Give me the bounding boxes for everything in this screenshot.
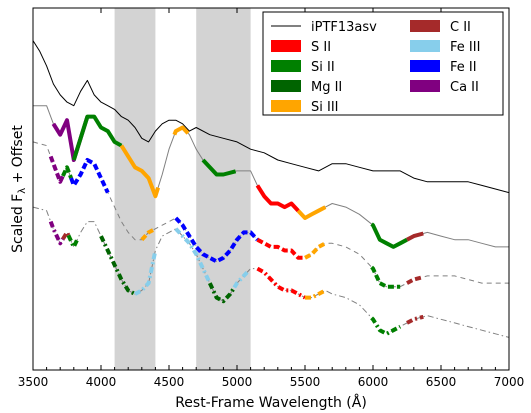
ion-segment-1-7 [370, 222, 408, 249]
model-spectrum-line-2 [32, 141, 509, 288]
ion-segment-1-8 [406, 231, 424, 242]
legend-swatch [271, 40, 301, 52]
legend-label: Fe II [450, 60, 477, 75]
ion-segment-2-7 [370, 265, 401, 289]
x-tick-label: 6000 [358, 375, 389, 389]
shaded-region-1 [114, 8, 156, 370]
ion-segment-3-1 [61, 230, 71, 241]
y-axis-title: Scaled Fλ + Offset [10, 125, 28, 253]
ion-segment-1-3 [172, 125, 190, 136]
ion-segment-3-10 [370, 316, 402, 336]
legend-label: S II [311, 40, 331, 55]
legend-swatch [410, 60, 440, 72]
ion-segment-1-2 [119, 144, 161, 199]
legend-label: Si III [311, 100, 339, 115]
ion-segment-2-8 [406, 275, 424, 285]
ion-segment-1-6 [296, 205, 327, 220]
x-tick-label: 4000 [86, 375, 117, 389]
ion-segment-3-5 [174, 227, 212, 284]
shaded-region-2 [196, 8, 251, 370]
ion-segment-2-2 [69, 158, 110, 194]
y-axis-title-sub: λ [17, 188, 28, 194]
y-axis-title-suffix: + Offset [10, 125, 26, 188]
x-tick-label: 4500 [154, 375, 185, 389]
ion-segment-3-2 [66, 234, 80, 249]
ion-segment-3-6 [207, 282, 236, 304]
legend-swatch [410, 40, 440, 52]
x-tick-label: 3500 [18, 375, 49, 389]
ion-segment-2-6 [304, 241, 327, 260]
legend-label: Fe III [450, 40, 480, 55]
x-tick-label: 5000 [222, 375, 253, 389]
ion-segment-1-5 [255, 184, 300, 213]
x-axis-ticks: 3500 4000 4500 5000 5500 6000 6500 7000 [18, 8, 525, 389]
shaded-regions [114, 8, 251, 370]
x-tick-label: 6500 [426, 375, 457, 389]
plot-frame [32, 7, 510, 371]
observed-spectrum-line [32, 40, 510, 194]
ion-segment-2-5 [256, 237, 305, 260]
legend-label: Ca II [450, 80, 479, 95]
ion-segment-3-4 [134, 250, 158, 296]
legend-label: Si II [311, 60, 335, 75]
model-spectrum-line-3 [32, 206, 510, 338]
ion-segment-3-7 [232, 270, 250, 289]
ion-segment-2-1 [61, 165, 73, 179]
legend-swatch [271, 80, 301, 92]
ion-segment-2-4 [140, 227, 157, 242]
y-axis-title-prefix: Scaled F [10, 194, 26, 253]
series-layer [32, 40, 510, 338]
ion-segment-3-11 [406, 314, 424, 325]
ion-segment-2-0 [48, 155, 65, 184]
ion-segment-3-0 [48, 220, 65, 246]
x-axis-title: Rest-Frame Wavelength (Å) [175, 394, 367, 411]
legend-box [262, 11, 504, 116]
legend: iPTF13asv S II Si II Mg II Si III C II Fe III F… [262, 11, 504, 116]
ion-segment-2-3 [174, 216, 259, 264]
x-tick-label: 5500 [290, 375, 321, 389]
legend-label: Mg II [311, 80, 342, 95]
legend-swatch [410, 20, 440, 32]
legend-label: iPTF13asv [311, 20, 377, 35]
ion-segment-3-9 [305, 288, 327, 300]
ion-segment-3-8 [256, 266, 306, 300]
model-spectrum-line-1 [33, 105, 509, 248]
legend-label: C II [450, 20, 471, 35]
ion-segment-1-1 [71, 114, 123, 161]
legend-swatch [410, 80, 440, 92]
ion-segment-1-4 [201, 158, 237, 177]
legend-swatch [271, 100, 301, 112]
legend-swatch [271, 60, 301, 72]
x-tick-label: 7000 [494, 375, 525, 389]
